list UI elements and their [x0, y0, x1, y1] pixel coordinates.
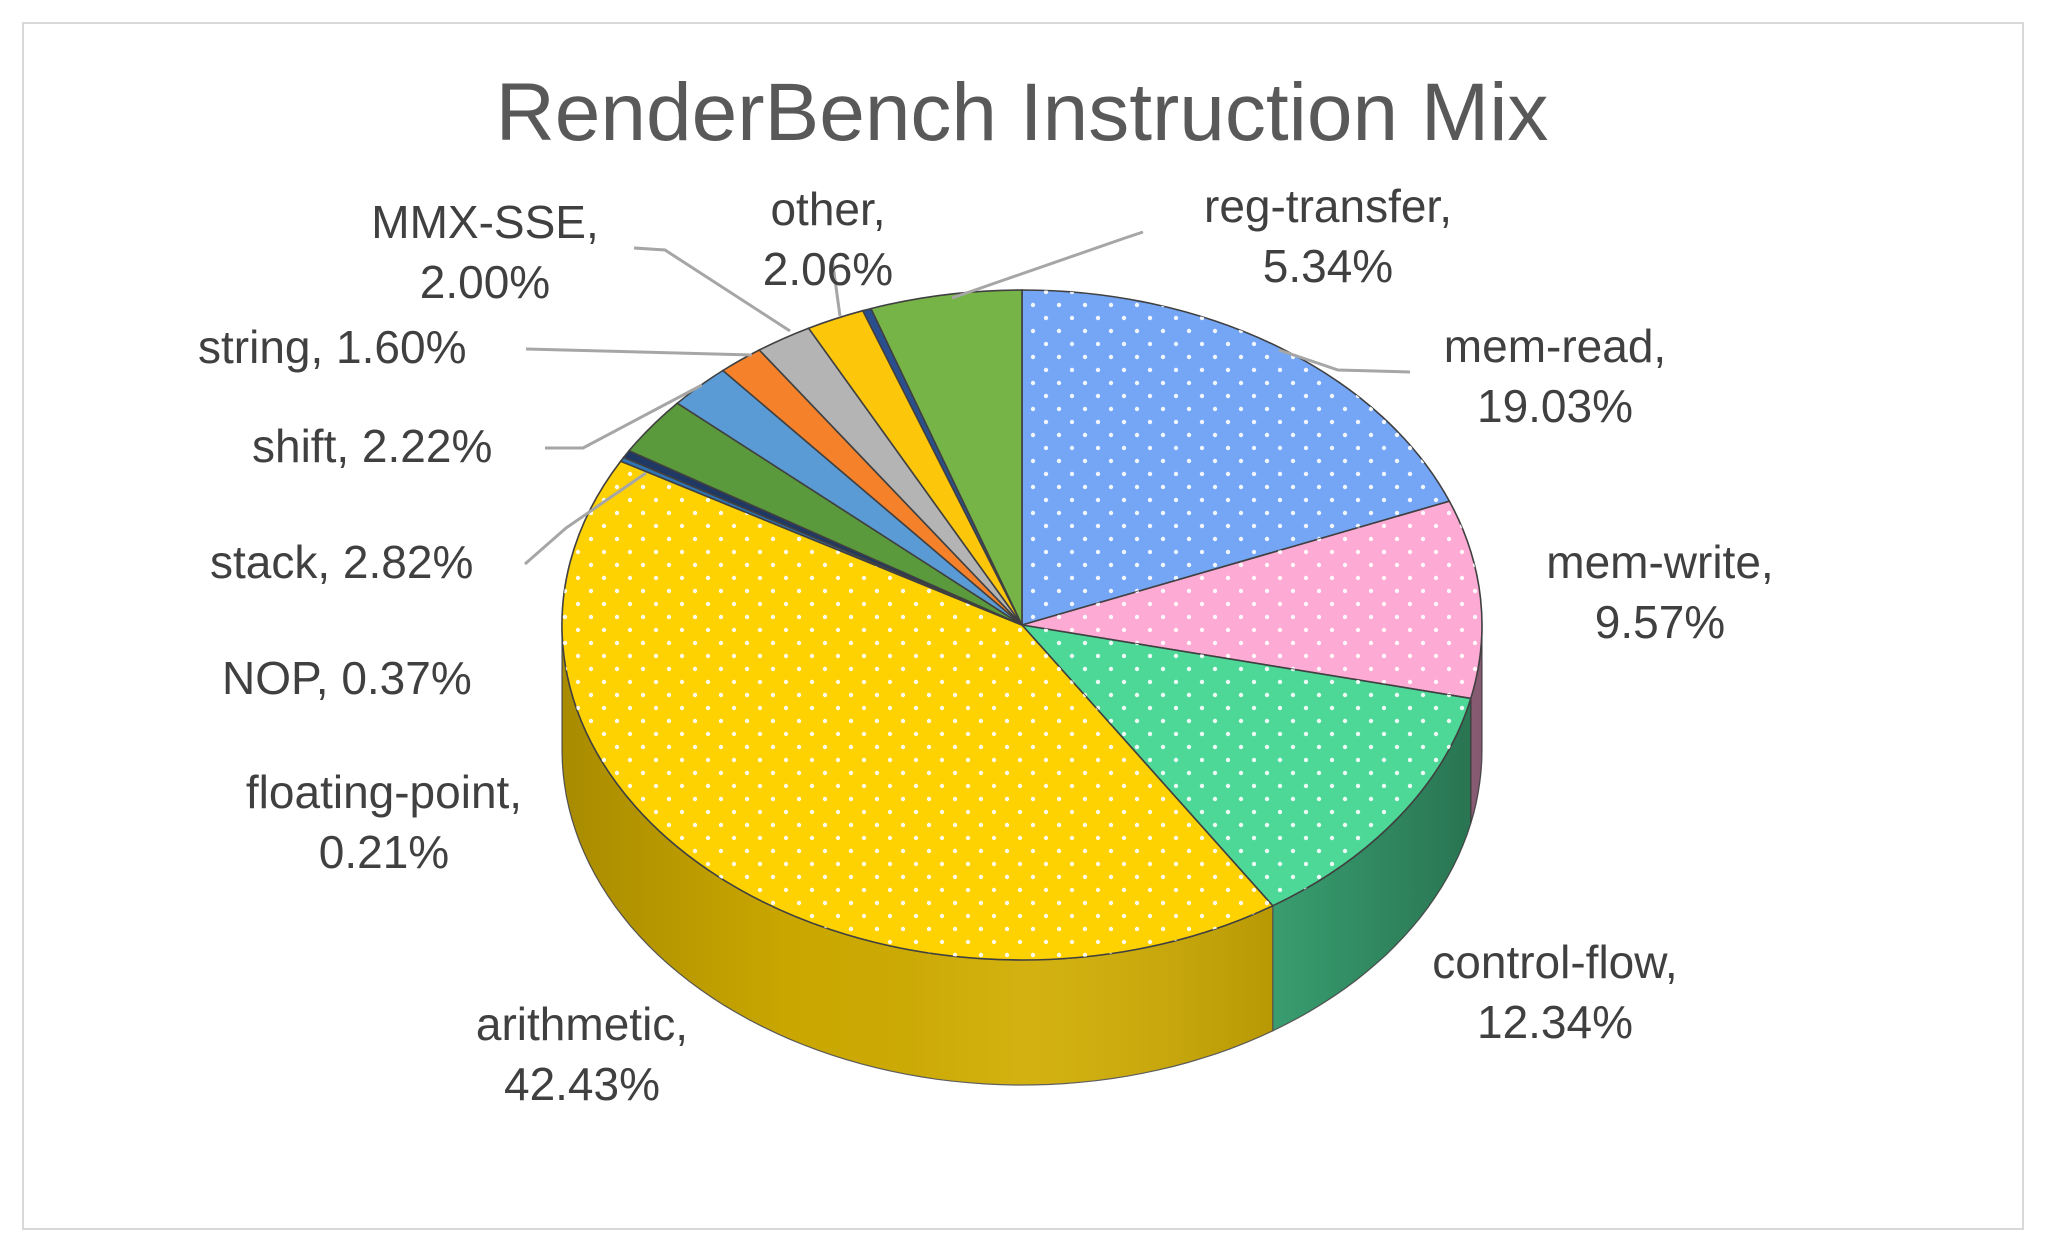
pie-slices — [561, 289, 1483, 961]
slice-pattern-arithmetic — [561, 461, 1273, 960]
label-arithmetic: arithmetic, 42.43% — [476, 998, 688, 1110]
label-other: other, 2.06% — [763, 183, 893, 295]
label-name-mem-write: mem-write, — [1546, 536, 1773, 588]
label-name-MMX-SSE: MMX-SSE, — [371, 196, 598, 248]
slice-reg-transfer — [869, 289, 1023, 626]
leader-string — [525, 347, 753, 357]
slice-pattern-control-flow — [1022, 625, 1471, 906]
leader-MMX-SSE — [633, 246, 791, 333]
label-mem-read: mem-read, 19.03% — [1444, 320, 1666, 432]
label-name-floating-point: floating-point, — [246, 766, 522, 818]
label-string: string, 1.60% — [198, 321, 466, 373]
label-value-MMX-SSE: 2.00% — [420, 256, 550, 308]
label-NOP: NOP, 0.37% — [222, 652, 472, 704]
label-value-reg-transfer: 5.34% — [1263, 240, 1393, 292]
pie-sides — [561, 624, 1483, 1086]
label-floating-point: floating-point, 0.21% — [246, 766, 522, 878]
leader-reg-transfer — [951, 230, 1144, 300]
label-shift: shift, 2.22% — [252, 420, 492, 472]
label-name-control-flow: control-flow, — [1432, 936, 1677, 988]
label-value-other: 2.06% — [763, 243, 893, 295]
chart-title: RenderBench Instruction Mix — [496, 67, 1549, 158]
label-control-flow: control-flow, 12.34% — [1432, 936, 1677, 1048]
label-name-reg-transfer: reg-transfer, — [1204, 180, 1452, 232]
label-name-other: other, — [770, 183, 885, 235]
label-reg-transfer: reg-transfer, 5.34% — [1204, 180, 1452, 292]
data-labels: mem-read, 19.03% mem-write, 9.57% control-fl… — [198, 180, 1774, 1110]
label-name-arithmetic: arithmetic, — [476, 998, 688, 1050]
label-name-mem-read: mem-read, — [1444, 320, 1666, 372]
label-mem-write: mem-write, 9.57% — [1546, 536, 1773, 648]
leader-other — [830, 257, 842, 317]
label-value-arithmetic: 42.43% — [504, 1058, 660, 1110]
side-shading — [562, 625, 1482, 1085]
label-value-control-flow: 12.34% — [1477, 996, 1633, 1048]
slice-pattern-mem-write — [1022, 501, 1482, 699]
label-value-mem-write: 9.57% — [1595, 596, 1725, 648]
label-stack: stack, 2.82% — [210, 536, 473, 588]
label-MMX-SSE: MMX-SSE, 2.00% — [371, 196, 598, 308]
label-value-mem-read: 19.03% — [1477, 380, 1633, 432]
label-value-floating-point: 0.21% — [319, 826, 449, 878]
leader-mem-read — [1278, 348, 1411, 374]
leader-stack — [524, 471, 647, 566]
slice-pattern-mem-read — [1022, 290, 1450, 625]
leader-lines — [524, 230, 1411, 566]
leader-shift — [545, 383, 703, 450]
